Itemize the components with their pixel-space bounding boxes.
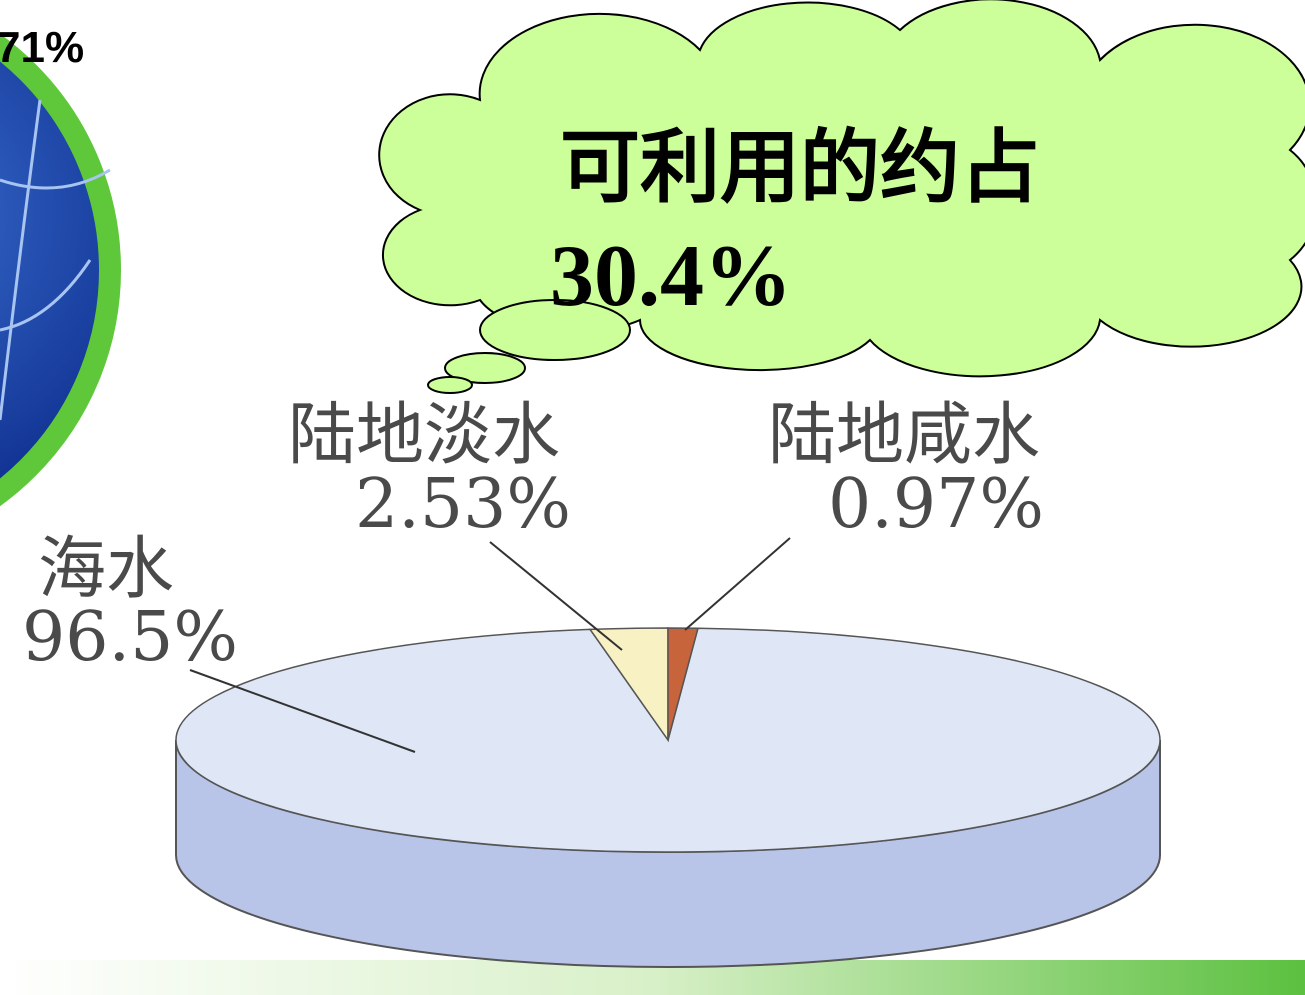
value-label: 0.97% xyxy=(828,465,1044,544)
cloud-value: 30.4% xyxy=(550,228,792,325)
thought-bubble xyxy=(479,299,631,361)
leader-line xyxy=(489,541,623,651)
globe-label: 71% xyxy=(0,23,84,72)
thought-bubble xyxy=(444,352,526,384)
cloud xyxy=(378,0,1305,378)
globe-lines xyxy=(0,99,111,421)
globe xyxy=(0,33,121,507)
thought-bubble xyxy=(427,376,473,394)
category-label: 陆地淡水 xyxy=(288,396,560,475)
value-label: 96.5% xyxy=(22,598,238,677)
cloud-text: 可利用的约占 xyxy=(560,121,1040,214)
leader-line xyxy=(684,537,791,631)
leader-line xyxy=(189,669,416,753)
pie-slice xyxy=(667,627,699,741)
pie xyxy=(175,627,1161,968)
category-label: 陆地咸水 xyxy=(768,396,1040,475)
category-label: 海水 xyxy=(38,530,174,609)
value-label: 2.53% xyxy=(355,465,571,544)
